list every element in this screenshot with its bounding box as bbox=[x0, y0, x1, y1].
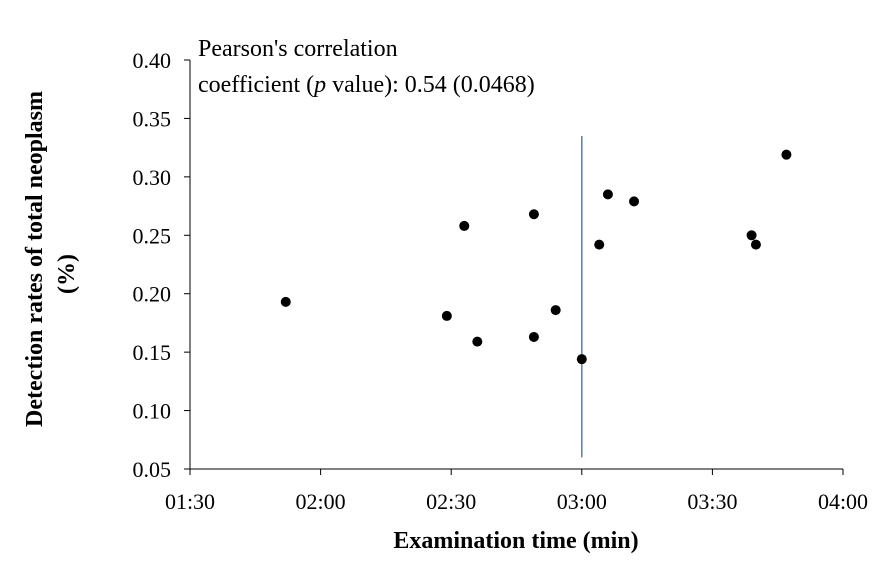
x-tick-label: 02:30 bbox=[426, 489, 476, 514]
data-point bbox=[472, 336, 483, 347]
data-point bbox=[441, 310, 452, 321]
y-tick-label: 0.30 bbox=[133, 165, 172, 190]
y-axis-title-line2: (%) bbox=[54, 254, 80, 294]
data-point bbox=[528, 331, 539, 342]
data-point bbox=[781, 149, 792, 160]
x-tick-group: 01:30 02:00 02:30 03:00 03:30 04:00 bbox=[165, 469, 868, 514]
data-point bbox=[550, 305, 561, 316]
annotation-line2: coefficient (p value): 0.54 (0.0468) bbox=[198, 72, 535, 98]
annotation-line1: Pearson's correlation bbox=[198, 36, 398, 62]
data-point bbox=[528, 209, 539, 220]
y-tick-label: 0.10 bbox=[133, 399, 172, 424]
data-point bbox=[459, 220, 470, 231]
y-tick-label: 0.40 bbox=[133, 48, 172, 73]
data-point bbox=[629, 196, 640, 207]
data-point bbox=[576, 354, 587, 365]
x-axis-title: Examination time (min) bbox=[393, 528, 638, 554]
y-tick-label: 0.25 bbox=[133, 223, 172, 248]
annotation-p-italic: p bbox=[312, 72, 326, 98]
annotation-suffix: value): 0.54 (0.0468) bbox=[326, 72, 535, 98]
data-point bbox=[602, 189, 613, 200]
x-tick-label: 02:00 bbox=[296, 489, 346, 514]
x-tick-label: 03:30 bbox=[687, 489, 737, 514]
x-tick-label: 01:30 bbox=[165, 489, 215, 514]
y-axis-title-line1: Detection rates of total neoplasm bbox=[22, 91, 48, 427]
data-point bbox=[750, 239, 761, 250]
plot-area: 01:30 02:00 02:30 03:00 03:30 04:00 0.050.100… bbox=[133, 48, 869, 514]
y-tick-group: 0.05 0.10 0.15 0.20 0.25 0.30 0.35 0.40 bbox=[133, 48, 190, 482]
data-point bbox=[280, 296, 291, 307]
y-tick-label: 0.15 bbox=[133, 340, 172, 365]
x-tick-label: 03:00 bbox=[557, 489, 607, 514]
data-point bbox=[594, 239, 605, 250]
data-points bbox=[280, 149, 792, 365]
y-tick-label: 0.35 bbox=[133, 106, 172, 131]
x-tick-label: 04:00 bbox=[818, 489, 868, 514]
data-point bbox=[746, 230, 757, 241]
y-tick-label: 0.20 bbox=[133, 282, 172, 307]
annotation-prefix: coefficient ( bbox=[198, 72, 314, 98]
y-tick-label: 0.05 bbox=[133, 457, 172, 482]
